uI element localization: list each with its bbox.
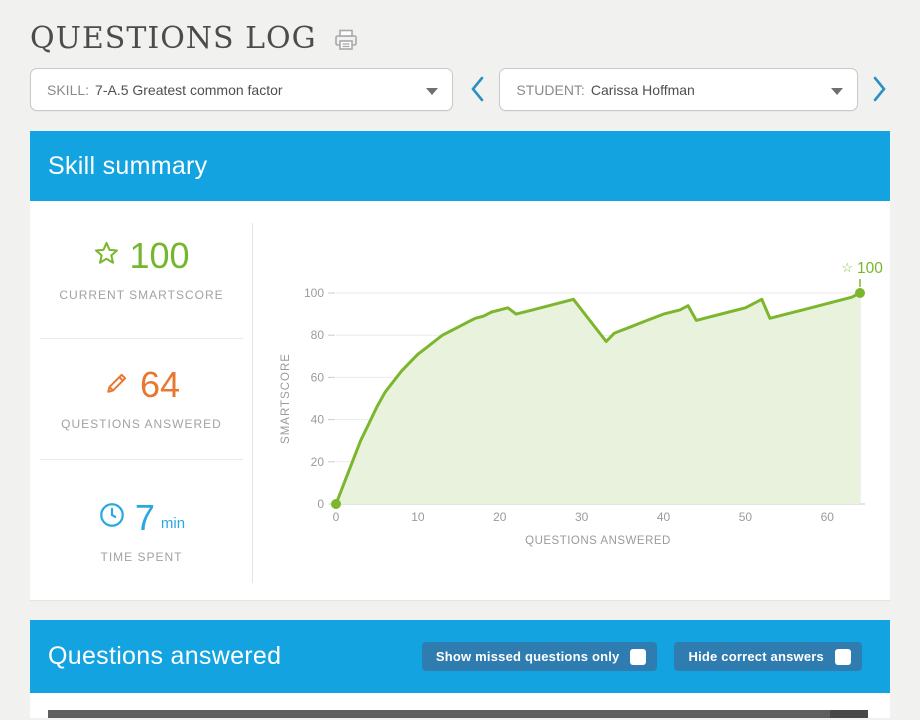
time-spent-unit: min — [160, 514, 186, 532]
svg-text:10: 10 — [411, 510, 425, 524]
filter-toggle-buttons: Show missed questions only Hide correct … — [421, 642, 862, 671]
svg-text:60: 60 — [821, 510, 835, 524]
stats-panel: 100 CURRENT SMARTSCORE — [30, 201, 253, 600]
svg-text:QUESTIONS ANSWERED: QUESTIONS ANSWERED — [525, 535, 671, 547]
next-student-button[interactable] — [870, 75, 890, 105]
show-missed-questions-only-label: Show missed questions only — [435, 649, 620, 664]
stat-divider — [40, 459, 243, 460]
svg-text:100: 100 — [304, 286, 324, 300]
filter-bar: SKILL: 7-A.5 Greatest common factor STUD… — [30, 68, 890, 111]
page-title: QUESTIONS LOG — [30, 21, 317, 56]
caret-down-icon — [831, 88, 844, 95]
svg-text:50: 50 — [739, 510, 753, 524]
time-spent-value: 7 — [134, 496, 155, 538]
skill-dropdown-value: 7-A.5 Greatest common factor — [95, 81, 283, 98]
questions-answered-section: Questions answered Show missed questions… — [30, 620, 890, 718]
print-icon[interactable] — [333, 28, 359, 55]
smartscore-line-chart: 0 20 40 60 80 100 0 10 20 30 40 50 60 QUESTIONS ANSWE… — [280, 260, 883, 547]
smartscore-chart: 0 20 40 60 80 100 0 10 20 30 40 50 60 QUESTIONS ANSWE… — [253, 201, 890, 600]
hide-correct-answers-label: Hide correct answers — [688, 649, 824, 664]
smartscore-value: 100 — [129, 234, 190, 276]
svg-text:0: 0 — [317, 497, 324, 511]
svg-text:40: 40 — [311, 413, 325, 427]
skill-summary-banner: Skill summary — [30, 131, 890, 201]
svg-text:☆: ☆ — [841, 260, 853, 275]
svg-text:SMARTSCORE: SMARTSCORE — [280, 353, 292, 444]
student-dropdown-label: STUDENT: — [516, 81, 585, 98]
svg-text:30: 30 — [575, 510, 589, 524]
svg-text:20: 20 — [311, 455, 325, 469]
questions-answered-value: 64 — [139, 364, 181, 405]
hide-correct-checkbox[interactable] — [835, 648, 851, 665]
clock-icon — [98, 501, 126, 534]
questions-table-container — [30, 693, 890, 718]
skill-summary-card: 100 CURRENT SMARTSCORE — [30, 201, 890, 601]
svg-text:20: 20 — [493, 510, 507, 524]
svg-text:60: 60 — [311, 370, 325, 384]
svg-text:80: 80 — [311, 328, 325, 342]
questions-answered-label: QUESTIONS ANSWERED — [61, 417, 222, 431]
skill-summary-section: Skill summary 100 CURRENT SMARTSCORE — [30, 131, 890, 601]
stat-divider — [40, 338, 243, 339]
pencil-icon — [103, 369, 131, 402]
skill-summary-heading: Skill summary — [48, 151, 208, 180]
svg-text:0: 0 — [333, 510, 340, 524]
caret-down-icon — [426, 88, 439, 95]
show-missed-checkbox[interactable] — [630, 648, 647, 665]
questions-table-header — [48, 710, 868, 718]
stat-questions-answered: 64 QUESTIONS ANSWERED — [30, 339, 253, 459]
svg-text:40: 40 — [657, 510, 671, 524]
hide-correct-answers-button[interactable]: Hide correct answers — [674, 642, 862, 671]
questions-table-header-cell — [830, 710, 868, 718]
stat-current-smartscore: 100 CURRENT SMARTSCORE — [30, 201, 253, 338]
stat-time-spent: 7 min TIME SPENT — [30, 460, 253, 603]
show-missed-questions-only-button[interactable]: Show missed questions only — [421, 642, 658, 671]
student-dropdown-value: Carissa Hoffman — [590, 81, 695, 98]
skill-dropdown[interactable]: SKILL: 7-A.5 Greatest common factor — [30, 68, 454, 111]
student-dropdown[interactable]: STUDENT: Carissa Hoffman — [499, 68, 859, 111]
time-spent-label: TIME SPENT — [100, 549, 183, 564]
page-header: QUESTIONS LOG — [30, 0, 890, 56]
questions-answered-banner: Questions answered Show missed questions… — [30, 620, 890, 693]
smartscore-label: CURRENT SMARTSCORE — [59, 287, 224, 302]
skill-dropdown-label: SKILL: — [47, 81, 90, 98]
star-icon — [93, 240, 120, 272]
svg-text:100: 100 — [857, 260, 883, 277]
previous-student-button[interactable] — [467, 75, 487, 105]
questions-answered-heading: Questions answered — [48, 642, 282, 670]
